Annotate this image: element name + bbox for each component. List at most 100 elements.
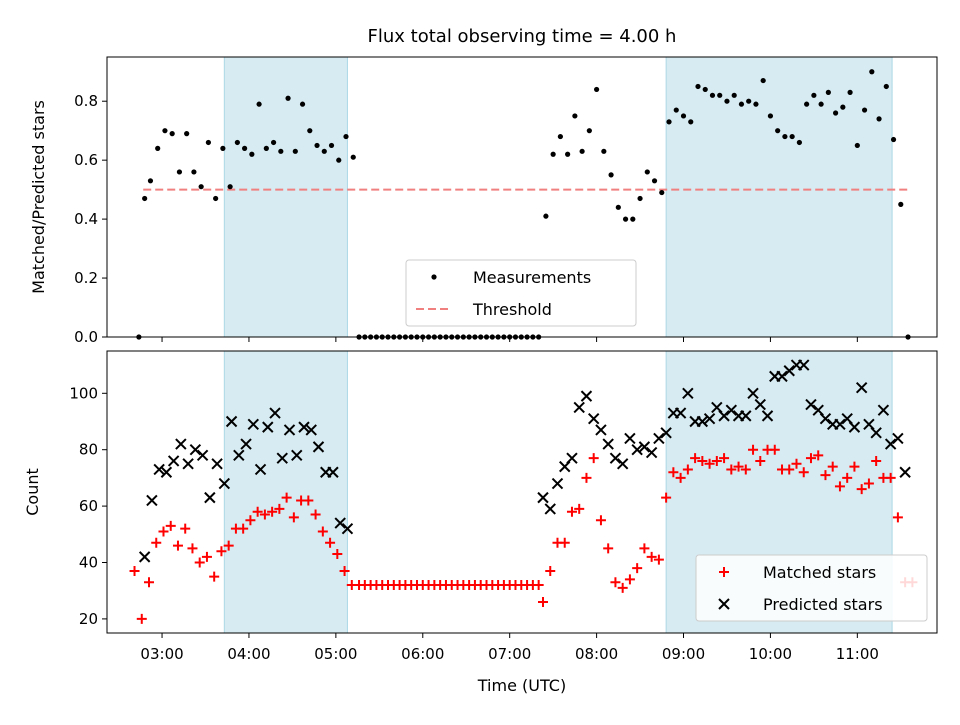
x-tick-label: 06:00 [401,645,444,663]
top-measurements-point [789,133,795,140]
bottom-predicted-stars-point [327,466,339,478]
x-tick-label: 03:00 [140,645,183,663]
bottom-y-tick-label: 60 [79,497,98,515]
top-measurements-point [688,119,694,125]
top-measurements-point [746,98,752,104]
bottom-predicted-stars-point [298,421,310,433]
bottom-predicted-stars-point [703,412,716,425]
top-shaded-interval-0 [223,56,348,338]
bottom-predicted-stars-point [551,477,564,490]
bottom-matched-stars-point [566,506,577,517]
top-measurements-point [898,201,904,207]
bottom-matched-stars-point [201,551,212,562]
top-measurements-point [673,107,679,113]
top-y-tick-label: 0.2 [74,269,98,287]
bottom-matched-stars-point [317,526,328,537]
top-measurements-point [314,142,320,149]
bottom-matched-stars-point [690,453,701,464]
bottom-predicted-stars-point [884,438,897,450]
top-measurements-point [644,169,650,175]
top-axes-frame [106,56,938,338]
bottom-predicted-stars-point [819,412,832,425]
bottom-predicted-stars-point [573,401,585,414]
top-measurements-point [191,169,197,175]
bottom-matched-stars-point [805,453,816,464]
bottom-predicted-stars-point [870,427,882,439]
top-measurements-point [176,169,183,175]
top-measurements-point [256,101,262,107]
bottom-matched-stars-point [588,453,599,464]
bottom-predicted-stars-point [305,424,317,436]
bottom-predicted-stars-point [660,427,672,439]
bottom-matched-stars-point [610,577,621,588]
bottom-matched-stars-point [603,543,614,554]
bottom-matched-stars-point [892,512,903,523]
bottom-predicted-stars-point [247,418,260,431]
top-measurements-point [651,178,658,184]
top-measurements-point [147,178,154,184]
bottom-matched-stars-point [187,543,198,554]
bottom-predicted-stars-point [638,441,651,453]
top-y-axis-label: Matched/Predicted stars [29,100,48,294]
bottom-matched-stars-point [755,455,766,466]
top-measurements-point [550,151,556,157]
top-y-tick-label: 0.6 [74,151,98,169]
bottom-predicted-stars-point [269,407,281,419]
bottom-predicted-stars-point [341,522,354,535]
bottom-predicted-stars-point [776,370,788,383]
x-tick-label: 10:00 [749,645,792,663]
top-measurements-point [278,148,284,154]
top-measurements-point [328,142,335,149]
top-measurements-point [184,131,190,137]
bottom-matched-stars-point [223,540,234,551]
top-y-tick-label: 0.4 [74,210,98,228]
bottom-matched-stars-point [180,523,191,534]
bottom-predicted-stars-point [196,449,209,462]
bottom-matched-stars-point [733,461,744,472]
bottom-matched-stars-point [849,461,860,472]
bottom-matched-stars-point [310,509,321,520]
bottom-y-tick-label: 20 [79,610,98,628]
top-measurements-point [234,139,240,146]
top-measurements-point [883,83,889,90]
bottom-predicted-stars-point [682,387,694,400]
bottom-matched-stars-point [827,461,838,472]
top-measurements-point [840,104,846,110]
bottom-predicted-stars-point [291,449,303,462]
bottom-matched-stars-point [172,540,183,551]
bottom-predicted-stars-point [761,410,774,422]
top-measurements-point [753,101,759,107]
bottom-matched-stars-point [194,557,205,568]
bottom-matched-stars-point [332,549,343,560]
bottom-predicted-stars-point [587,412,600,425]
top-measurements-point [724,98,730,104]
bottom-matched-stars-point [856,484,867,495]
bottom-axes-frame [106,350,938,634]
bottom-predicted-stars-point [834,418,846,431]
bottom-predicted-stars-point [211,458,223,470]
top-measurements-point [307,128,313,134]
top-measurements-point [760,77,766,84]
top-measurements-point [738,101,745,107]
bottom-predicted-stars-point [696,415,709,428]
top-measurements-point [227,184,233,190]
bottom-matched-stars-point [325,537,336,548]
legend-marker [431,274,437,280]
top-measurements-point [811,92,817,98]
top-measurements-point [321,148,327,154]
bottom-predicted-stars-point [892,432,904,445]
legend-marker [719,567,729,577]
bottom-matched-stars-point [165,520,176,531]
bottom-matched-stars-point [719,453,730,464]
top-shaded-interval-1 [665,56,893,338]
bottom-matched-stars-point [871,455,882,466]
top-y-tick-label: 0.8 [74,92,98,110]
bottom-y-tick-label: 80 [79,441,98,459]
top-measurements-point [220,145,226,151]
bottom-predicted-stars-point [747,387,759,400]
bottom-matched-stars-point [726,464,737,475]
bottom-matched-stars-point [238,523,249,534]
bottom-predicted-stars-point [718,410,730,422]
top-measurements-point [731,92,737,98]
top-measurements-point [169,131,175,137]
